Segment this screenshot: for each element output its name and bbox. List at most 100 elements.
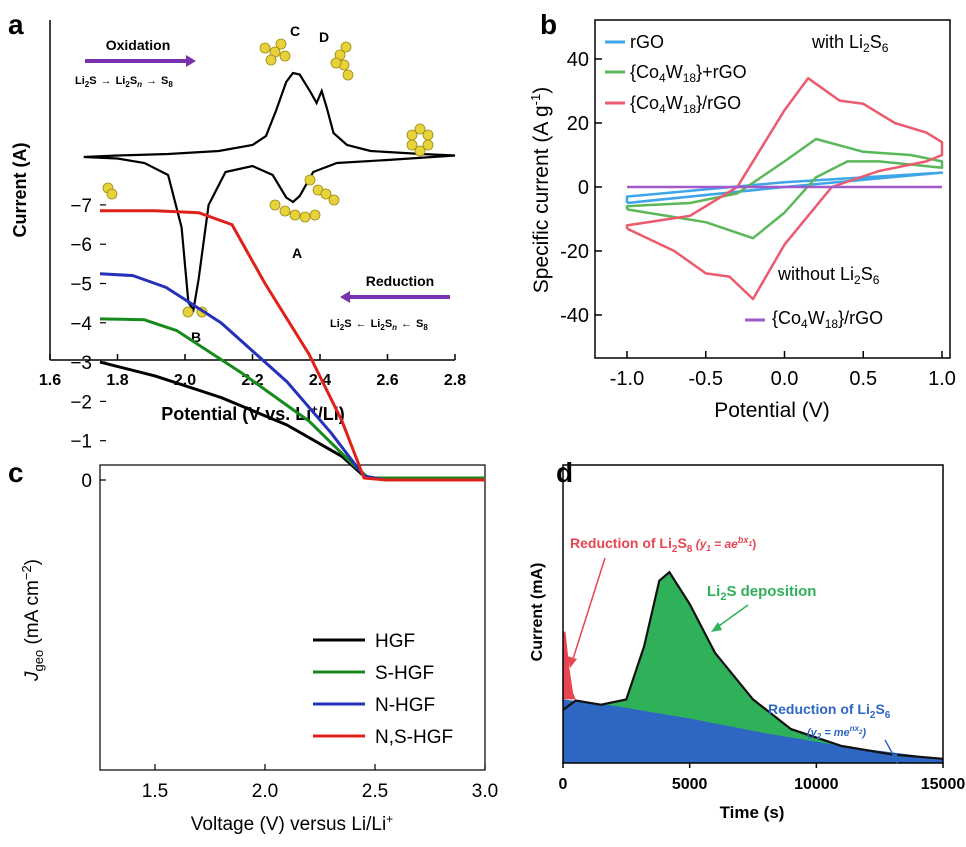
series-line-2 (625, 76, 944, 301)
x-tick-label: 5000 (672, 776, 708, 793)
legend-title-without: without Li2S6 (777, 264, 880, 287)
sulfur-atom (309, 209, 321, 221)
y-tick-label: −1 (70, 432, 92, 453)
panel-letter-d: d (556, 457, 573, 488)
x-tick-label: 15000 (921, 776, 966, 793)
oxidation-scheme: Li2S → Li2Sn → S8 (75, 75, 173, 89)
peak-label-d: D (319, 29, 329, 45)
reduction-scheme: Li2S ← Li2Sn ← S8 (330, 318, 428, 332)
y-tick-label: −5 (70, 275, 92, 296)
panel-b: -1.0 -0.5 0.0 0.5 1.0 -40 -20 0 20 40 Specific cu… (528, 19, 956, 422)
y-axis-label: Jgeo (mA cm−2) (19, 559, 46, 682)
annotation-blue-formula: (y2 = menx2) (807, 724, 866, 741)
sulfur-atom (259, 42, 271, 54)
sulfur-atom (320, 188, 332, 200)
area-group (562, 570, 944, 763)
sulfur-atom (289, 209, 301, 221)
panel-c: 1.5 2.0 2.5 3.0 0 −1 −2 −3 −4 −5 −6 −7 Jgeo (mA cm−… (19, 196, 498, 835)
sulfur-atom (299, 211, 311, 223)
sulfur-atom (414, 123, 426, 135)
series-line-1 (625, 137, 944, 240)
y-tick-label: −2 (70, 392, 92, 413)
x-tick-label: 1.6 (39, 372, 61, 389)
sulfur-atom (422, 139, 434, 151)
cv-curve (83, 71, 456, 313)
sulfur-atom (265, 54, 277, 66)
x-axis-label: Time (s) (720, 803, 785, 822)
y-tick-label: −6 (70, 235, 92, 256)
plot-frame (562, 464, 944, 764)
x-tick-label: 3.0 (472, 781, 498, 802)
sulfur-atom (414, 145, 426, 157)
ticks: 1.5 2.0 2.5 3.0 0 −1 −2 −3 −4 −5 −6 −7 (70, 196, 498, 802)
sulfur-atom (340, 41, 352, 53)
sulfur-molecule-icons (102, 38, 434, 318)
annotation-green-arrow (715, 604, 749, 629)
series-group (625, 76, 944, 301)
y-tick-label: −3 (70, 353, 92, 374)
oxidation-arrow (85, 55, 196, 67)
x-tick-label: 2.6 (376, 372, 398, 389)
x-tick-label: -1.0 (610, 368, 644, 390)
y-tick-label: 0 (578, 177, 589, 199)
area-reduction-li2s8 (563, 631, 576, 700)
reduction-label: Reduction (366, 273, 434, 289)
x-tick-label: 1.8 (106, 372, 128, 389)
legend: HGF S-HGF N-HGF N,S-HGF (313, 631, 453, 748)
oxidation-label: Oxidation (106, 37, 171, 53)
legend-label-co-plus: {Co4W18}+rGO (630, 62, 747, 85)
x-axis-label-tail: /Li) (318, 404, 345, 424)
sulfur-atom (106, 188, 118, 200)
sulfur-atom (279, 205, 291, 217)
total-current-outline (562, 570, 944, 760)
x-axis-label: Potential (V) (714, 399, 830, 422)
sulfur-atom (275, 38, 287, 50)
y-tick-label: −4 (70, 314, 92, 335)
plot-frame (99, 464, 486, 771)
ticks: -1.0 -0.5 0.0 0.5 1.0 -40 -20 0 20 40 (560, 49, 956, 390)
annotation-blue: Reduction of Li2S6 (768, 701, 891, 721)
x-tick-label: -0.5 (689, 368, 723, 390)
x-tick-label: 2.8 (444, 372, 466, 389)
annotation-red: Reduction of Li2S8 (y1 = aebx1) (570, 535, 756, 555)
y-tick-label: 20 (567, 113, 589, 135)
reduction-arrow (340, 291, 450, 303)
annotation-blue-arrowhead (889, 753, 898, 764)
series-group (99, 209, 485, 482)
legend-label-n-hgf: N-HGF (375, 695, 435, 716)
annotation-green-arrowhead (711, 622, 722, 632)
sulfur-atom (279, 50, 291, 62)
x-tick-label: 10000 (794, 776, 839, 793)
sulfur-atom (422, 129, 434, 141)
y-tick-label: -40 (560, 305, 589, 327)
legend-label-hgf: HGF (375, 631, 415, 652)
y-tick-label: −7 (70, 196, 92, 217)
x-tick-label: 2.5 (362, 781, 388, 802)
peak-label-b: B (191, 329, 201, 345)
annotation-red-arrowhead (567, 656, 577, 668)
legend-label-bare: {Co4W18}/rGO (772, 308, 883, 331)
legend-title-with: with Li2S6 (811, 32, 889, 55)
legend-label-ns-hgf: N,S-HGF (375, 727, 453, 748)
sulfur-atom (330, 57, 342, 69)
legend-label-co-on: {Co4W18}/rGO (630, 93, 741, 116)
y-axis-label: Specific current (A g-1) (528, 87, 553, 293)
sulfur-atom (328, 194, 340, 206)
y-tick-label: -20 (560, 241, 589, 263)
panel-d: 0 5000 10000 15000 Current (mA) Time (s) Re… (529, 464, 966, 822)
x-axis-label-sup: + (311, 404, 317, 416)
x-tick-label: 1.5 (142, 781, 168, 802)
x-tick-label: 0 (559, 776, 568, 793)
sulfur-atom (269, 199, 281, 211)
sulfur-atom (304, 174, 316, 186)
y-axis-label: Current (A) (10, 143, 30, 238)
plot-frame (594, 19, 951, 359)
y-tick-label: 40 (567, 49, 589, 71)
y-tick-label: 0 (81, 471, 92, 492)
sulfur-atom (406, 139, 418, 151)
x-tick-label: 0.5 (849, 368, 877, 390)
legend: rGO {Co4W18}+rGO {Co4W18}/rGO with Li2S6… (605, 32, 889, 331)
series-line-3 (100, 209, 485, 482)
peak-label-c: C (290, 23, 300, 39)
